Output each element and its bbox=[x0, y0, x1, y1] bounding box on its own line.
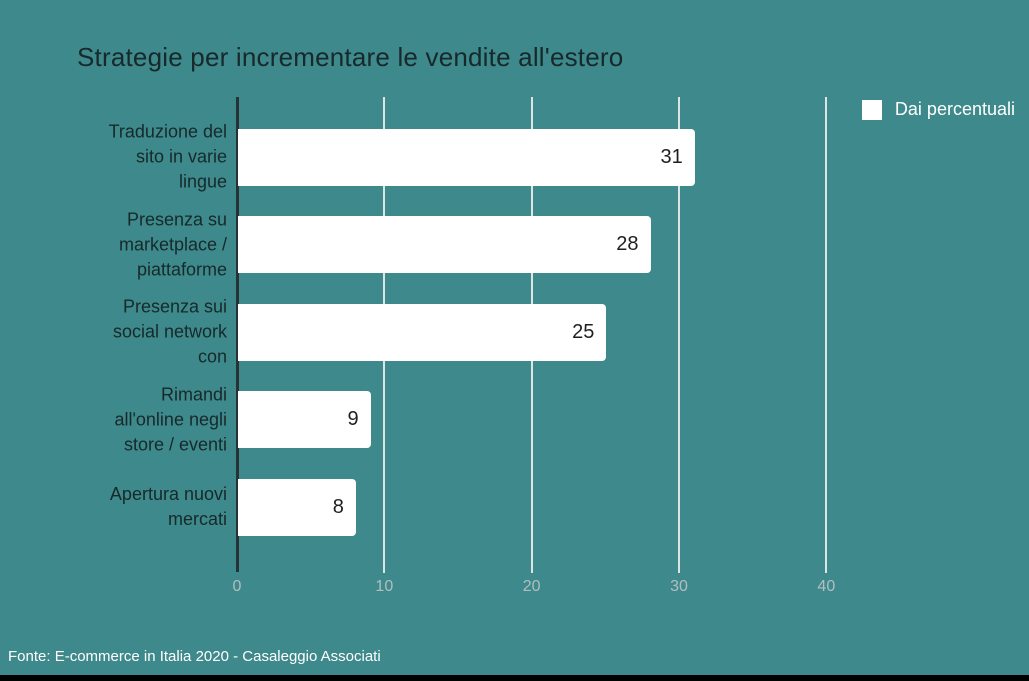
category-label: Traduzione del sito in varie lingue bbox=[108, 121, 227, 192]
bar-value-label: 9 bbox=[347, 408, 359, 430]
legend-swatch-icon bbox=[861, 99, 882, 120]
category-label: Rimandi all'online negli store / eventi bbox=[114, 384, 227, 454]
bar-value-label: 31 bbox=[660, 145, 683, 168]
x-tick-label: 0 bbox=[232, 578, 242, 595]
plot-area: 0 10 20 30 40 31 28 25 9 8 bbox=[233, 97, 900, 595]
chart-title: Strategie per incrementare le vendite al… bbox=[77, 42, 624, 72]
category-label: Presenza sui social network con bbox=[112, 296, 227, 367]
bar: 28 bbox=[238, 216, 651, 273]
bar-value-label: 8 bbox=[332, 495, 344, 518]
gridline-30 bbox=[678, 97, 680, 566]
tick-mark-40 bbox=[825, 566, 828, 573]
category-label: Apertura nuovi mercati bbox=[109, 484, 227, 529]
tick-mark-10 bbox=[383, 566, 386, 573]
legend-label: Dai percentuali bbox=[894, 99, 1015, 119]
x-tick-label: 20 bbox=[522, 578, 541, 595]
bottom-strip bbox=[0, 675, 1029, 681]
category-label: Presenza su marketplace / piattaforme bbox=[118, 209, 227, 279]
bar: 8 bbox=[238, 478, 356, 536]
x-tick-label: 30 bbox=[670, 578, 688, 595]
bar-value-label: 28 bbox=[616, 233, 639, 255]
tick-mark-20 bbox=[530, 566, 533, 573]
tick-mark-30 bbox=[678, 566, 680, 573]
legend: Dai percentuali bbox=[861, 99, 1015, 120]
gridline-40 bbox=[825, 97, 828, 566]
x-tick-label: 40 bbox=[817, 578, 836, 595]
bar: 25 bbox=[238, 303, 607, 361]
x-tick-label: 10 bbox=[375, 578, 394, 595]
source-note: Fonte: E-commerce in Italia 2020 - Casal… bbox=[8, 648, 381, 665]
y-axis-line bbox=[236, 97, 239, 572]
bar: 31 bbox=[238, 128, 695, 186]
bar-value-label: 25 bbox=[572, 320, 595, 343]
bar: 9 bbox=[238, 391, 371, 448]
